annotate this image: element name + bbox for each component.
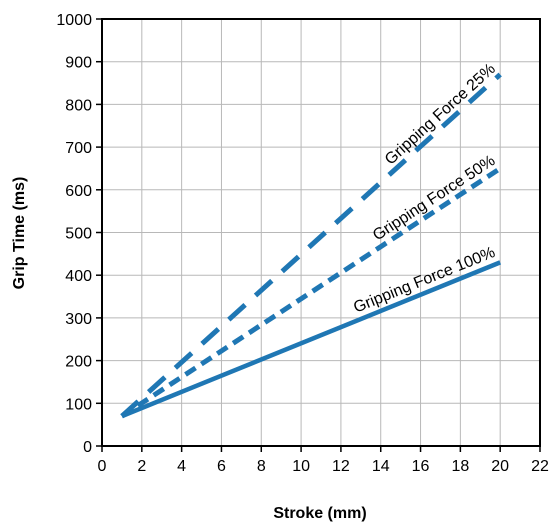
series-label-2: Gripping Force 100% xyxy=(351,244,497,317)
y-tick-label: 400 xyxy=(65,268,92,285)
series-label-0: Gripping Force 25% xyxy=(382,60,499,168)
x-axis-title: Stroke (mm) xyxy=(273,505,366,522)
series-line-0 xyxy=(120,72,502,418)
x-tick-label: 8 xyxy=(257,458,266,475)
y-tick-label: 600 xyxy=(65,183,92,200)
y-tick-label: 1000 xyxy=(56,12,92,29)
x-tick-label: 22 xyxy=(531,458,549,475)
x-tick-label: 0 xyxy=(98,458,107,475)
y-tick-label: 300 xyxy=(65,311,92,328)
x-tick-label: 18 xyxy=(451,458,469,475)
y-tick-label: 800 xyxy=(65,97,92,114)
x-tick-label: 16 xyxy=(412,458,430,475)
x-tick-label: 14 xyxy=(372,458,390,475)
y-tick-label: 700 xyxy=(65,140,92,157)
x-tick-label: 4 xyxy=(177,458,186,475)
y-tick-label: 100 xyxy=(65,396,92,413)
y-axis-ticks: 0 100 200 300 400 500 600 700 800 900 1000 xyxy=(56,12,102,456)
series-line-2 xyxy=(121,260,502,419)
x-tick-label: 2 xyxy=(137,458,146,475)
y-axis-title: Grip Time (ms) xyxy=(11,177,28,290)
y-tick-label: 500 xyxy=(65,226,92,243)
y-tick-label: 200 xyxy=(65,354,92,371)
x-tick-label: 6 xyxy=(217,458,226,475)
series-label-1: Gripping Force 50% xyxy=(370,152,498,244)
x-tick-label: 20 xyxy=(491,458,509,475)
y-tick-label: 900 xyxy=(65,55,92,72)
series-lines xyxy=(120,72,502,419)
x-tick-label: 10 xyxy=(292,458,310,475)
y-tick-label: 0 xyxy=(83,439,92,456)
x-tick-label: 12 xyxy=(332,458,350,475)
x-axis-ticks: 0 2 4 6 8 10 12 14 16 18 20 22 xyxy=(98,446,549,475)
series-line-1 xyxy=(120,166,502,419)
